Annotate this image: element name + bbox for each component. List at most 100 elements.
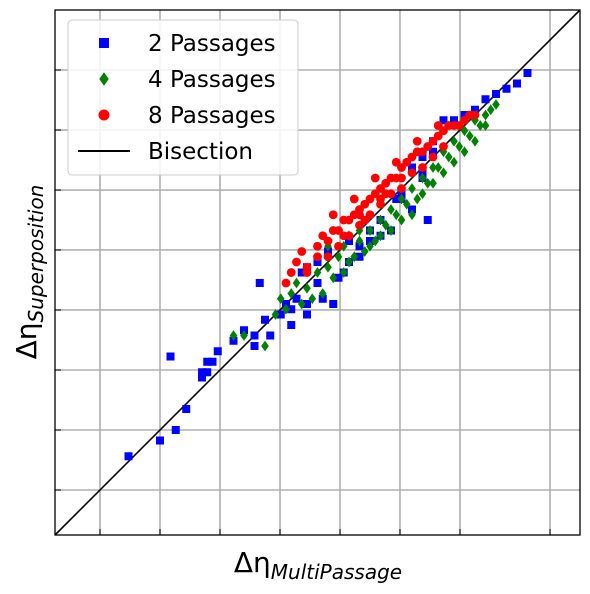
x-axis-label-main: Δη [234, 546, 271, 579]
data-point-2-passages [423, 216, 432, 224]
data-point-4-passages [381, 219, 390, 231]
data-point-2-passages [313, 279, 322, 287]
data-point-2-passages [303, 300, 311, 308]
legend-label: 4 Passages [148, 67, 276, 93]
data-point-2-passages [171, 426, 180, 434]
data-point-2-passages [471, 105, 479, 114]
data-point-4-passages [229, 330, 238, 341]
legend-marker-icon [99, 72, 109, 86]
data-point-2-passages [287, 305, 296, 314]
data-point-4-passages [292, 277, 301, 289]
data-point-4-passages [434, 162, 443, 173]
data-point-2-passages [198, 373, 206, 382]
data-point-2-passages [166, 352, 175, 361]
data-point-4-passages [450, 135, 458, 147]
legend-marker-icon [98, 109, 110, 121]
data-point-2-passages [156, 436, 164, 445]
plot-frame [54, 9, 581, 536]
data-point-4-passages [423, 177, 432, 189]
data-point-2-passages [460, 111, 469, 119]
data-point-4-passages [418, 172, 427, 184]
data-point-2-passages [124, 452, 133, 461]
data-point-8-passages [428, 152, 438, 162]
data-point-4-passages [376, 214, 385, 226]
data-point-2-passages [198, 368, 206, 377]
data-point-2-passages [502, 84, 511, 93]
data-point-2-passages [450, 116, 458, 125]
axis-ticks [55, 69, 551, 535]
data-point-4-passages [444, 151, 453, 163]
data-point-4-passages [492, 99, 500, 110]
data-point-2-passages [523, 69, 532, 77]
data-point-8-passages [370, 173, 380, 183]
data-point-2-passages [481, 95, 490, 104]
data-point-4-passages [345, 256, 353, 268]
data-point-4-passages [308, 293, 317, 305]
data-point-8-passages [328, 210, 338, 220]
legend-marker-icon [99, 38, 109, 48]
data-point-2-passages [513, 79, 521, 88]
data-point-8-passages [439, 142, 448, 151]
data-point-8-passages [397, 173, 406, 183]
data-point-8-passages [334, 241, 343, 251]
data-point-4-passages [271, 309, 280, 320]
data-point-2-passages [266, 331, 275, 340]
data-point-4-passages [387, 204, 395, 215]
data-point-4-passages [465, 130, 474, 142]
data-point-4-passages [471, 135, 479, 147]
data-point-8-passages [470, 110, 480, 120]
data-point-8-passages [302, 268, 312, 277]
legend-entry-2-passages: 2 Passages [99, 31, 276, 57]
data-point-4-passages [282, 303, 290, 315]
data-point-4-passages [366, 240, 374, 252]
data-point-4-passages [360, 246, 369, 257]
data-point-2-passages [255, 279, 264, 287]
data-point-4-passages [387, 225, 395, 236]
data-point-2-passages [392, 195, 401, 203]
data-point-4-passages [455, 141, 464, 152]
data-point-4-passages [476, 120, 485, 131]
legend-entry-bisection: Bisection [78, 139, 253, 165]
data-point-8-passages [313, 252, 322, 262]
data-point-8-passages [339, 231, 349, 241]
legend-label: 2 Passages [148, 31, 276, 57]
data-point-4-passages [392, 209, 401, 221]
data-point-8-passages [297, 247, 307, 256]
data-point-2-passages [492, 90, 500, 98]
data-point-4-passages [366, 225, 374, 236]
data-point-4-passages [481, 109, 490, 121]
data-point-8-passages [397, 184, 406, 193]
data-point-2-passages [261, 315, 269, 324]
data-point-8-passages [412, 136, 422, 146]
data-point-2-passages [303, 310, 311, 319]
data-point-4-passages [318, 288, 327, 299]
legend-items: 2 Passages 4 Passages 8 Passages Bisection [78, 31, 276, 165]
data-point-8-passages [286, 268, 296, 277]
data-point-4-passages [397, 193, 406, 205]
data-point-4-passages [339, 267, 348, 278]
data-point-8-passages [313, 241, 322, 251]
data-point-4-passages [350, 251, 359, 263]
data-point-2-passages [418, 153, 427, 161]
y-axis-label-sub: Superposition [24, 185, 48, 323]
data-point-2-passages [329, 300, 338, 308]
data-point-8-passages [292, 257, 301, 267]
data-point-4-passages [297, 298, 306, 310]
y-axis-label: ΔηSuperposition [10, 185, 48, 360]
data-point-4-passages [397, 214, 406, 226]
data-point-4-passages [371, 235, 380, 247]
data-point-4-passages [429, 162, 437, 173]
x-axis-label: ΔηMultiPassage [234, 546, 402, 584]
data-point-2-passages [408, 163, 416, 172]
data-point-4-passages [287, 288, 296, 299]
data-point-4-passages [334, 251, 343, 263]
data-point-2-passages [250, 342, 259, 350]
data-point-8-passages [360, 215, 370, 225]
data-point-2-passages [203, 357, 212, 366]
data-point-4-passages [313, 267, 322, 278]
data-point-2-passages [287, 321, 296, 329]
data-point-8-passages [391, 157, 401, 167]
data-point-4-passages [240, 330, 248, 341]
